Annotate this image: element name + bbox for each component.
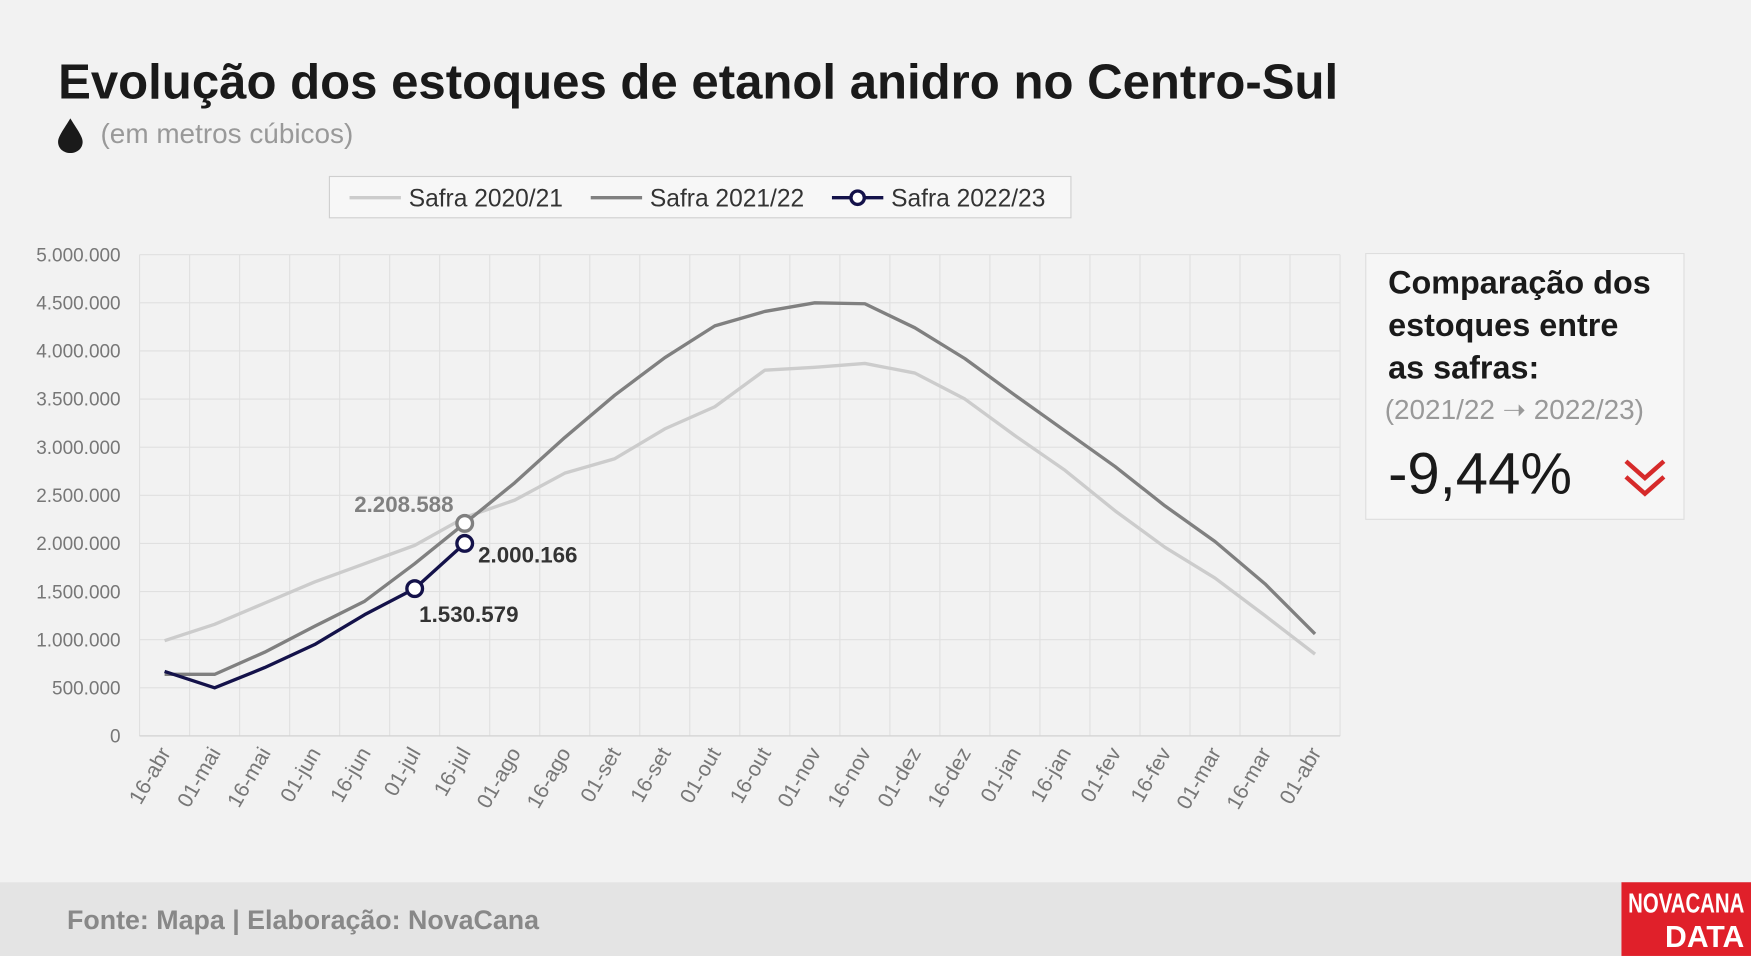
data-label: 1.530.579: [419, 602, 518, 627]
logo-text: DATA: [1665, 921, 1744, 954]
y-tick-label: 1.500.000: [36, 582, 120, 603]
chart-subtitle: (em metros cúbicos): [101, 118, 354, 149]
drop-icon: [58, 118, 83, 154]
y-tick-label: 3.000.000: [36, 438, 120, 459]
y-tick-label: 1.000.000: [36, 630, 120, 651]
data-label: 2.208.588: [354, 492, 453, 517]
chart-title: Evolução dos estoques de etanol anidro n…: [58, 55, 1338, 109]
logo: [1621, 882, 1751, 956]
series-line: [164, 361, 1317, 656]
legend-marker: [849, 189, 867, 207]
comparison-title: as safras:: [1388, 350, 1539, 386]
y-tick-label: 3.500.000: [36, 390, 120, 411]
footer-band: [0, 882, 1751, 956]
data-point: [455, 533, 475, 553]
y-tick-label: 5.000.000: [36, 245, 120, 266]
y-tick-label: 2.500.000: [36, 486, 120, 507]
legend-box: [328, 175, 1072, 219]
legend-label: Safra 2022/23: [891, 186, 1045, 213]
comparison-period: (2021/22 ➝ 2022/23): [1385, 394, 1644, 425]
comparison-title: Comparação dos: [1388, 265, 1651, 301]
comparison-title: estoques entre: [1388, 307, 1618, 343]
y-tick-label: 500.000: [52, 679, 121, 700]
y-tick-label: 4.500.000: [36, 293, 120, 314]
comparison-value: -9,44%: [1388, 442, 1572, 507]
series-line: [164, 301, 1317, 677]
footer-source: Fonte: Mapa | Elaboração: NovaCana: [67, 905, 540, 935]
legend-label: Safra 2020/21: [409, 186, 563, 213]
down-icon: [1624, 459, 1666, 497]
data-point: [405, 579, 425, 599]
logo-text: NOVACANA: [1628, 887, 1744, 918]
data-label: 2.000.166: [478, 542, 577, 567]
legend-label: Safra 2021/22: [650, 186, 804, 213]
comparison-box: [1365, 252, 1685, 520]
data-point: [455, 513, 475, 533]
y-tick-label: 0: [110, 727, 121, 748]
y-tick-label: 4.000.000: [36, 342, 120, 363]
y-tick-label: 2.000.000: [36, 534, 120, 555]
